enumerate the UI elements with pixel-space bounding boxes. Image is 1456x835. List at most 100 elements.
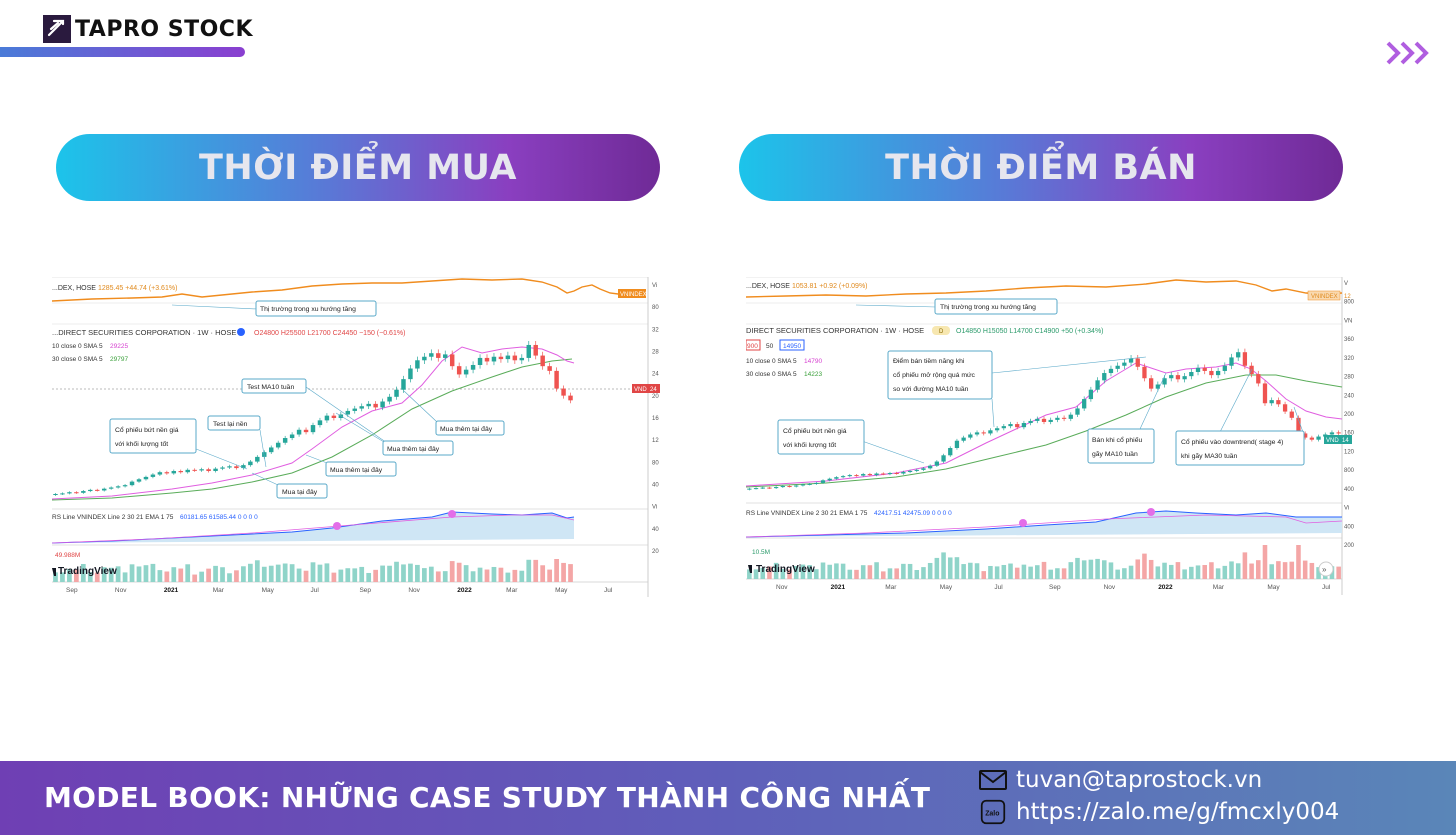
callout-leader: [251, 472, 279, 486]
volume-bar: [442, 571, 448, 582]
volume-bar: [1202, 565, 1207, 579]
volume-bar: [840, 563, 846, 579]
candle-body: [1082, 399, 1087, 409]
candle-body: [1215, 370, 1221, 376]
contact-email[interactable]: tuvan@taprostock.vn: [978, 767, 1262, 793]
price-box-left[interactable]: [746, 339, 761, 351]
candle-body: [1122, 362, 1127, 366]
candle-body: [456, 366, 462, 375]
volume-bar: [1075, 557, 1080, 579]
candle-body: [1289, 411, 1294, 418]
volume-bar: [345, 568, 351, 582]
x-tick-label: May: [940, 584, 953, 591]
volume-bar: [338, 569, 344, 582]
volume-bar: [505, 572, 511, 582]
y-tick-label: 32: [652, 327, 659, 333]
callout-leader: [991, 356, 1147, 374]
volume-bar: [1115, 569, 1120, 579]
candle-body: [519, 357, 525, 361]
volume-bar: [421, 568, 427, 582]
candle-body: [1282, 404, 1288, 412]
replay-icon[interactable]: [237, 328, 245, 336]
candle-body: [840, 476, 846, 478]
candle-body: [1209, 370, 1214, 376]
candle-body: [282, 438, 288, 443]
callout-add-3: [325, 461, 397, 477]
candle-body: [901, 471, 906, 474]
candle-body: [199, 469, 204, 471]
triple-chevron-right-icon[interactable]: [1385, 40, 1435, 71]
candle-body: [1048, 419, 1053, 422]
volume-bar: [178, 568, 184, 582]
volume-bar: [213, 565, 218, 582]
volume-bar: [428, 566, 434, 582]
x-tick-label: Mar: [1213, 584, 1225, 591]
candle-body: [206, 469, 211, 472]
rs-ema-line: [746, 514, 1343, 538]
candle-body: [248, 461, 253, 466]
brand[interactable]: TAPRO STOCK: [43, 15, 253, 43]
volume-bar: [1162, 562, 1167, 579]
candle-body: [1222, 365, 1227, 371]
callout-add-1: [435, 420, 505, 436]
volume-bar: [961, 564, 966, 579]
volume-bar: [241, 566, 246, 582]
volume-bar: [101, 567, 107, 582]
index-tag-value: 12: [1344, 294, 1351, 300]
callout-leader: [861, 440, 925, 464]
callout-breakout: [109, 418, 197, 454]
x-tick-label: Jul: [994, 584, 1003, 591]
index-line: [52, 278, 639, 302]
y-tick-label: 800: [1344, 300, 1355, 306]
candle-body: [1175, 375, 1181, 380]
tradingview-watermark: TradingView: [756, 564, 815, 575]
callout-breakout-line1: Cổ phiếu bứt nền giá: [783, 426, 847, 435]
price-box-right[interactable]: [779, 339, 805, 351]
callout-uptrend: [255, 300, 377, 317]
volume-bar: [780, 568, 786, 579]
rs-line-area: [52, 512, 574, 543]
brand-underline: [0, 47, 245, 57]
stock-tag-bg: [632, 384, 648, 393]
callout-leader: [991, 398, 995, 428]
candle-body: [814, 482, 819, 484]
volume-bar: [860, 565, 866, 579]
candle-body: [1195, 367, 1201, 372]
candle-body: [861, 474, 866, 476]
callout-retest-base: [207, 415, 261, 431]
brand-name: TAPRO STOCK: [75, 16, 253, 42]
candle-body: [1329, 432, 1335, 435]
candle-body: [157, 472, 163, 475]
volume-bar: [143, 565, 149, 582]
volume-bar: [914, 570, 920, 579]
index-tag: VNINDEX: [620, 292, 647, 298]
volume-bar: [753, 569, 759, 579]
volume-bar: [220, 567, 225, 582]
interval-badge[interactable]: [932, 326, 950, 335]
contact-zalo-text[interactable]: https://zalo.me/g/fmcxly004: [1016, 799, 1340, 825]
x-tick-label: Jul: [604, 587, 613, 594]
contact-email-text[interactable]: tuvan@taprostock.vn: [1016, 767, 1263, 793]
volume-bar: [1128, 565, 1134, 579]
x-axis-ticks: Sep Nov 2021 Mar May Jul Sep Nov 2022 Mar May Jul: [66, 587, 613, 594]
candle-body: [136, 479, 142, 482]
contact-zalo[interactable]: Zalo https://zalo.me/g/fmcxly004: [978, 799, 1339, 825]
volume-bar: [1041, 561, 1047, 579]
y-tick-label: 200: [1344, 412, 1355, 418]
y-tick-label: 20: [652, 549, 659, 555]
volume-bar: [941, 552, 946, 579]
volume-bar: [1028, 566, 1033, 579]
volume-bar: [533, 559, 539, 582]
volume-bar: [463, 565, 469, 582]
candle-body: [981, 432, 986, 434]
volume-bar: [881, 571, 886, 579]
y-tick-label: 160: [1344, 431, 1355, 437]
scroll-to-latest-button[interactable]: [1318, 561, 1334, 577]
y-tick-label: 400: [1344, 487, 1355, 493]
candle-body: [807, 483, 812, 485]
candle-body: [1008, 424, 1013, 427]
volume-bar: [1135, 559, 1141, 579]
volume-bar: [498, 567, 504, 582]
callout-leader: [259, 429, 267, 468]
volume-bar: [456, 562, 462, 582]
